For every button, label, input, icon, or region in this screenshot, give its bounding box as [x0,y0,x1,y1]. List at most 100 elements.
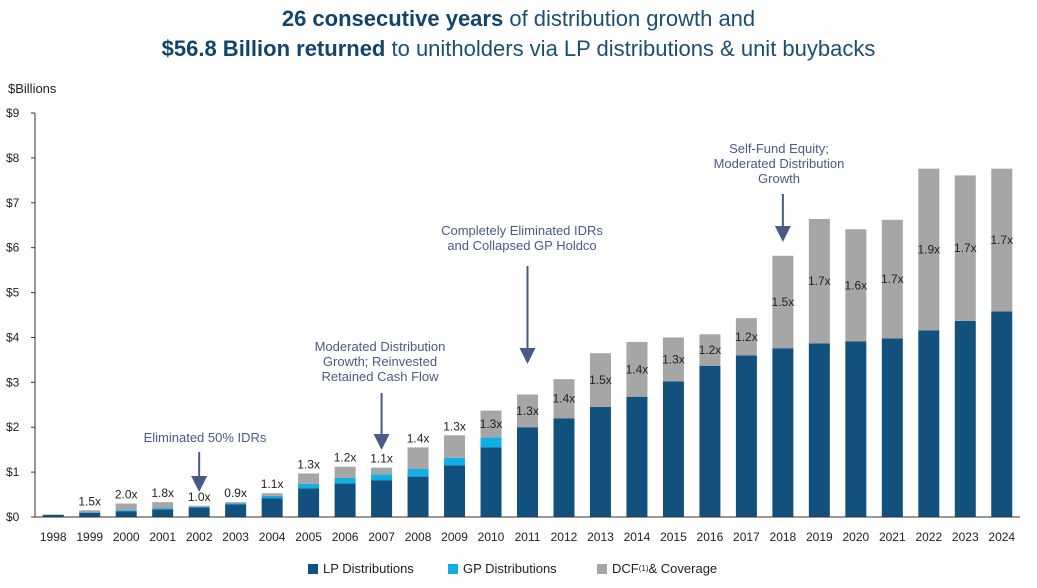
chart-title-line-1: 26 consecutive years of distribution gro… [0,6,1037,32]
bar-gp-distributions [225,503,247,505]
x-tick-label: 2023 [952,530,979,544]
bar-dcf-coverage [152,502,174,509]
bar-gp-distributions [334,477,356,484]
bar-lp-distributions [371,480,393,517]
bar-gp-distributions [371,474,393,481]
annotation-text: Growth; Reinvested [323,354,437,369]
coverage-label: 1.7x [954,241,977,255]
coverage-label: 1.2x [334,451,357,465]
legend-footnote-marker: (1) [638,564,649,573]
x-tick-label: 2004 [259,530,286,544]
y-tick-label: $9 [6,106,20,120]
x-tick-label: 2019 [806,530,833,544]
bar-dcf-coverage [553,379,575,419]
bar-gp-distributions [261,495,283,499]
x-tick-label: 2008 [405,530,432,544]
bar-dcf-coverage [79,510,101,513]
title-text-2: to unitholders via LP distributions & un… [385,36,876,61]
x-tick-label: 2013 [587,530,614,544]
x-tick-label: 2002 [186,530,213,544]
bar-lp-distributions [334,483,356,517]
bar-dcf-coverage [626,341,648,397]
bar-dcf-coverage [699,334,721,366]
bar-dcf-coverage [662,337,684,382]
coverage-label: 1.0x [188,490,211,504]
bar-gp-distributions [188,506,210,508]
coverage-label: 1.4x [626,362,649,376]
bar-lp-distributions [626,396,648,517]
annotation-text: Retained Cash Flow [321,369,439,384]
x-tick-label: 2009 [441,530,468,544]
bar-lp-distributions [954,320,976,517]
y-tick-label: $0 [6,510,20,524]
bar-dcf-coverage [261,493,283,496]
coverage-label: 1.3x [297,457,320,471]
bar-lp-distributions [42,514,64,517]
x-tick-label: 2006 [332,530,359,544]
x-tick-label: 2022 [915,530,942,544]
bar-lp-distributions [845,341,867,517]
bar-dcf-coverage [298,473,320,484]
coverage-label: 1.9x [917,242,940,256]
x-tick-label: 2016 [697,530,724,544]
x-tick-label: 2010 [478,530,505,544]
x-tick-label: 1999 [76,530,103,544]
bar-lp-distributions [808,343,830,517]
bar-dcf-coverage [407,447,429,469]
coverage-label: 1.7x [808,274,831,288]
coverage-label: 1.6x [844,278,867,292]
bar-gp-distributions [298,483,320,489]
y-tick-label: $3 [6,375,20,389]
coverage-label: 1.2x [735,330,758,344]
legend-swatch-dcf [597,563,607,574]
bar-gp-distributions [480,437,502,448]
y-tick-label: $5 [6,286,20,300]
x-tick-label: 2011 [515,530,541,544]
coverage-label: 1.2x [699,343,722,357]
bar-dcf-coverage [480,410,502,438]
x-tick-label: 2000 [113,530,140,544]
x-tick-label: 2015 [660,530,687,544]
bar-lp-distributions [517,427,538,517]
coverage-label: 1.1x [261,477,284,491]
title-highlight-returned: $56.8 Billion returned [161,36,386,61]
bar-lp-distributions [772,348,794,517]
bar-lp-distributions [589,407,611,517]
bar-lp-distributions [881,338,903,517]
bar-lp-distributions [407,476,429,517]
bar-dcf-coverage [808,218,830,344]
bar-gp-distributions [152,508,174,510]
title-highlight-years: 26 consecutive years [281,6,504,31]
title-text-1: of distribution growth and [503,6,756,31]
y-tick-label: $4 [6,330,20,344]
coverage-label: 1.4x [407,431,430,445]
coverage-label: 1.1x [370,452,393,466]
y-tick-label: $6 [6,241,20,255]
bar-dcf-coverage [115,503,137,511]
annotation-text: Self-Fund Equity; [729,141,829,156]
coverage-label: 1.7x [881,272,904,286]
bar-lp-distributions [79,512,101,517]
legend-swatch-lp [308,563,318,574]
bar-gp-distributions [115,510,137,512]
coverage-label: 0.9x [224,486,247,500]
x-tick-label: 2024 [988,530,1015,544]
bar-lp-distributions [662,381,684,517]
bar-gp-distributions [444,457,466,466]
x-tick-label: 2020 [842,530,869,544]
bar-dcf-coverage [772,255,794,349]
bar-lp-distributions [480,447,502,517]
y-tick-label: $7 [6,196,20,210]
bar-lp-distributions [225,504,247,517]
coverage-label: 1.4x [553,392,576,406]
annotation-text: and Collapsed GP Holdco [447,238,596,253]
bar-lp-distributions [261,498,283,517]
bar-lp-distributions [444,465,466,517]
bar-dcf-coverage [444,435,466,458]
bar-dcf-coverage [225,502,247,504]
coverage-label: 1.8x [151,486,174,500]
x-tick-label: 1998 [40,530,67,544]
x-tick-label: 2005 [295,530,322,544]
bar-dcf-coverage [735,318,757,356]
coverage-label: 1.7x [990,233,1013,247]
